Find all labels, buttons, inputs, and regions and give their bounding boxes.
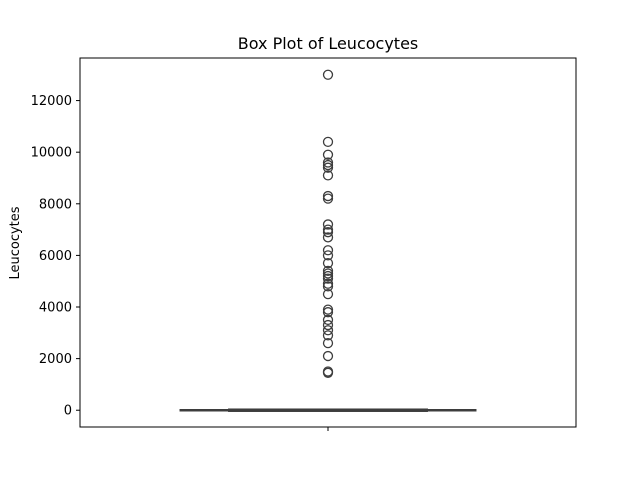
- plot-frame: [79, 57, 577, 428]
- outlier-point: [322, 232, 334, 243]
- outlier-point: [322, 69, 334, 80]
- y-tick-label: 10000: [31, 146, 72, 161]
- outlier-point: [322, 281, 334, 292]
- outlier-point: [322, 190, 334, 202]
- y-tick-label: 2000: [39, 352, 72, 367]
- plot-area: [179, 69, 477, 412]
- outlier-point: [322, 270, 334, 282]
- outlier-point: [322, 257, 334, 269]
- y-tick-label: 12000: [31, 94, 72, 109]
- outlier-point: [322, 304, 334, 315]
- outlier-point: [322, 307, 334, 318]
- y-tick-label: 8000: [39, 197, 72, 212]
- outlier-point: [322, 330, 334, 341]
- outlier-point: [322, 367, 334, 378]
- outlier-point: [322, 265, 334, 277]
- outlier-point: [322, 273, 334, 284]
- outlier-point: [322, 136, 334, 148]
- outlier-point: [322, 350, 334, 362]
- outlier-point: [322, 157, 334, 168]
- outlier-point: [322, 224, 334, 235]
- y-tick-label: 4000: [39, 301, 72, 316]
- outlier-point: [322, 337, 334, 349]
- y-axis-label: Leucocytes: [8, 206, 23, 279]
- outlier-point: [322, 159, 334, 171]
- y-axis: 0 2000 4000 6000 8000 10000 12000: [31, 94, 80, 419]
- outlier-point: [322, 162, 334, 173]
- outlier-point: [322, 250, 334, 261]
- outlier-point: [322, 319, 334, 331]
- outlier-point: [322, 245, 334, 256]
- outlier-point: [322, 170, 334, 181]
- outlier-point: [322, 268, 334, 279]
- outlier-point: [322, 314, 334, 326]
- outlier-point: [322, 278, 334, 289]
- outlier-point: [322, 193, 334, 204]
- outlier-point: [322, 288, 334, 300]
- outlier-point: [322, 325, 334, 336]
- outlier-point: [322, 219, 334, 230]
- y-tick-label: 0: [64, 404, 72, 419]
- y-tick-label: 6000: [39, 249, 72, 264]
- chart-title: Box Plot of Leucocytes: [238, 34, 419, 53]
- outlier-point: [322, 149, 334, 160]
- outlier-point: [322, 227, 334, 238]
